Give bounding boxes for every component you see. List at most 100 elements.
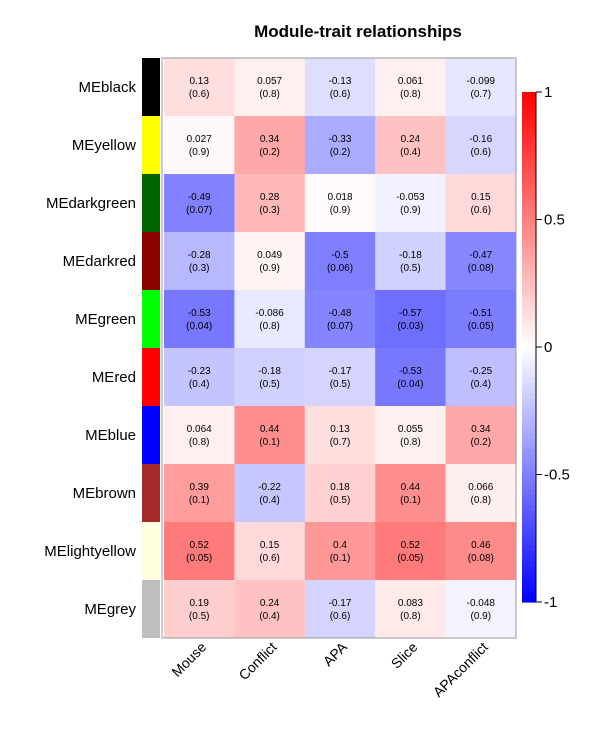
cell-value: 0.18 xyxy=(330,482,350,493)
colorbar-tick-label: -0.5 xyxy=(544,467,570,484)
cell-pvalue: (0.08) xyxy=(468,263,494,274)
colorbar-segment xyxy=(522,245,536,251)
cell-pvalue: (0.06) xyxy=(327,263,353,274)
heatmap-cells: 0.13 (0.6) 0.057 (0.8) -0.13 (0.6) 0.061 (0.8) -… xyxy=(164,58,517,639)
cell-pvalue: (0.7) xyxy=(330,437,351,448)
colorbar-segment xyxy=(522,199,536,205)
cell-value: -0.18 xyxy=(399,250,422,261)
heatmap-cell xyxy=(445,348,517,407)
heatmap-cell xyxy=(164,406,235,465)
cell-value: 0.066 xyxy=(468,482,493,493)
cell-value: 0.19 xyxy=(189,598,209,609)
colorbar-segment xyxy=(522,296,536,302)
colorbar-segment xyxy=(522,464,536,470)
colorbar-segment xyxy=(522,97,536,103)
heatmap-cell xyxy=(375,406,447,465)
cell-pvalue: (0.9) xyxy=(471,611,492,622)
colorbar-segment xyxy=(522,336,536,343)
cell-value: -0.053 xyxy=(396,192,425,203)
colorbar-segment xyxy=(522,387,536,394)
cell-value: -0.048 xyxy=(467,598,496,609)
heatmap-cell xyxy=(234,522,306,581)
heatmap-cell xyxy=(445,464,517,523)
chart-title: Module-trait relationships xyxy=(254,22,462,41)
colorbar-tick-label: 1 xyxy=(544,84,552,101)
colorbar-segment xyxy=(522,127,536,134)
cell-pvalue: (0.4) xyxy=(471,379,492,390)
cell-pvalue: (0.8) xyxy=(400,89,421,100)
cell-value: -0.086 xyxy=(255,308,284,319)
cell-pvalue: (0.5) xyxy=(189,611,210,622)
column-label: APA xyxy=(320,638,351,669)
heatmap-cell xyxy=(234,232,306,291)
row-label: MEbrown xyxy=(73,485,136,502)
column-labels: Mouse Conflict APA Slice APAconflict xyxy=(168,638,491,700)
heatmap-cell xyxy=(375,348,447,407)
colorbar: 1 0.5 0 -0.5 -1 xyxy=(522,84,570,611)
cell-pvalue: (0.6) xyxy=(471,147,492,158)
cell-value: 0.52 xyxy=(189,540,209,551)
colorbar-segment xyxy=(522,316,536,323)
colorbar-segment xyxy=(522,449,536,455)
colorbar-segment xyxy=(522,326,536,333)
colorbar-segment xyxy=(522,219,536,226)
cell-value: -0.13 xyxy=(329,76,352,87)
column-label: Conflict xyxy=(235,639,279,683)
cell-value: 0.13 xyxy=(189,76,209,87)
cell-pvalue: (0.9) xyxy=(189,147,210,158)
heatmap-cell xyxy=(234,116,306,175)
colorbar-segment xyxy=(522,510,536,516)
colorbar-segment xyxy=(522,229,536,236)
cell-pvalue: (0.8) xyxy=(259,89,280,100)
colorbar-segment xyxy=(522,112,536,119)
cell-value: -0.47 xyxy=(469,250,492,261)
heatmap-cell xyxy=(164,232,235,291)
module-color-MEred xyxy=(142,348,160,406)
colorbar-segment xyxy=(522,469,536,476)
colorbar-segment xyxy=(522,148,536,154)
colorbar-segment xyxy=(522,551,536,557)
heatmap-cell xyxy=(164,58,235,117)
cell-pvalue: (0.2) xyxy=(259,147,280,158)
cell-value: 0.064 xyxy=(187,424,212,435)
colorbar-segment xyxy=(522,382,536,389)
cell-pvalue: (0.9) xyxy=(400,205,421,216)
cell-value: 0.055 xyxy=(398,424,423,435)
colorbar-segment xyxy=(522,556,536,562)
colorbar-segment xyxy=(522,209,536,215)
row-labels: MEblack MEyellow MEdarkgreen MEdarkred MEgre… xyxy=(44,79,136,618)
cell-pvalue: (0.04) xyxy=(397,379,423,390)
cell-value: -0.23 xyxy=(188,366,211,377)
row-label: MEblack xyxy=(78,79,136,96)
heatmap-cell xyxy=(445,522,517,581)
colorbar-segment xyxy=(522,535,536,542)
heatmap-cell xyxy=(445,290,517,349)
cell-value: -0.17 xyxy=(329,598,352,609)
cell-value: -0.099 xyxy=(467,76,496,87)
colorbar-segment xyxy=(522,168,536,175)
cell-value: 0.15 xyxy=(471,192,491,203)
colorbar-segment xyxy=(522,413,536,419)
heatmap-cell xyxy=(234,290,306,349)
colorbar-segment xyxy=(522,107,536,113)
colorbar-segment xyxy=(522,194,536,200)
colorbar-segment xyxy=(522,408,536,414)
cell-value: 0.027 xyxy=(187,134,212,145)
module-color-MEyellow xyxy=(142,116,160,174)
row-label: MEgreen xyxy=(75,311,136,328)
cell-pvalue: (0.5) xyxy=(400,263,421,274)
row-label: MEyellow xyxy=(72,137,136,154)
heatmap-cell xyxy=(445,116,517,175)
row-label: MEdarkred xyxy=(63,253,136,270)
module-color-MEdarkgreen xyxy=(142,174,160,232)
cell-value: 0.39 xyxy=(189,482,209,493)
cell-pvalue: (0.08) xyxy=(468,553,494,564)
cell-pvalue: (0.5) xyxy=(330,495,351,506)
colorbar-segment xyxy=(522,474,536,481)
heatmap-cell xyxy=(164,290,235,349)
cell-value: 0.46 xyxy=(471,540,491,551)
heatmap-cell xyxy=(234,580,306,639)
cell-value: 0.049 xyxy=(257,250,282,261)
cell-pvalue: (0.07) xyxy=(327,321,353,332)
cell-value: 0.44 xyxy=(260,424,280,435)
